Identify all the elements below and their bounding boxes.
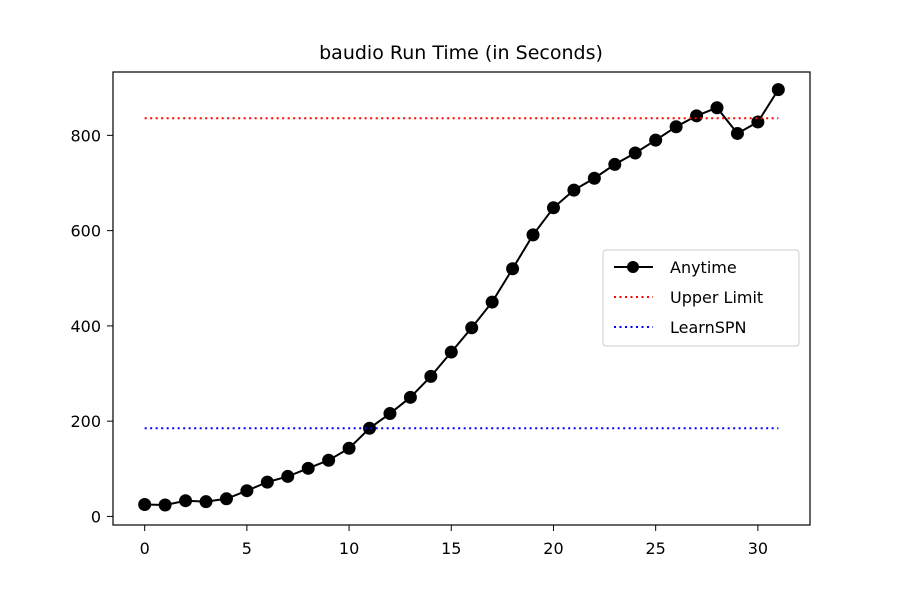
legend-marker-anytime: [627, 261, 639, 273]
x-tick-label: 30: [748, 539, 768, 558]
data-point-anytime: [485, 295, 499, 309]
data-point-anytime: [669, 120, 683, 134]
x-tick-label: 15: [441, 539, 461, 558]
data-point-anytime: [199, 495, 213, 509]
data-point-anytime: [771, 83, 785, 97]
data-point-anytime: [690, 109, 704, 123]
data-point-anytime: [240, 484, 254, 498]
legend-label-learnspn: LearnSPN: [670, 318, 747, 337]
data-point-anytime: [322, 453, 336, 467]
data-point-anytime: [506, 262, 520, 276]
axes: 0 5 10 15 20 25 30 0 200 400 600 800: [70, 71, 811, 558]
data-point-anytime: [363, 421, 377, 435]
x-tick-label: 0: [140, 539, 150, 558]
data-point-anytime: [444, 345, 458, 359]
x-tick-label: 25: [645, 539, 665, 558]
data-point-anytime: [138, 498, 152, 512]
data-point-anytime: [158, 498, 172, 512]
data-point-anytime: [649, 133, 663, 147]
series-layer: [138, 83, 785, 512]
data-point-anytime: [710, 101, 724, 115]
data-point-anytime: [546, 201, 560, 215]
data-point-anytime: [465, 321, 479, 335]
data-point-anytime: [281, 469, 295, 483]
data-point-anytime: [608, 157, 622, 171]
y-tick-label: 400: [70, 317, 101, 336]
chart-title: baudio Run Time (in Seconds): [319, 42, 603, 64]
plot-frame: [112, 71, 811, 526]
y-tick-label: 0: [91, 507, 101, 526]
data-point-anytime: [526, 228, 540, 242]
y-tick-label: 600: [70, 222, 101, 241]
data-point-anytime: [424, 369, 438, 383]
legend: Anytime Upper Limit LearnSPN: [602, 249, 800, 347]
data-point-anytime: [567, 183, 581, 197]
data-point-anytime: [179, 494, 193, 508]
data-point-anytime: [342, 441, 356, 455]
data-point-anytime: [301, 461, 315, 475]
x-tick-label: 10: [339, 539, 359, 558]
legend-box: [602, 249, 800, 347]
x-tick-label: 20: [543, 539, 563, 558]
data-point-anytime: [587, 171, 601, 185]
x-tick-label: 5: [242, 539, 252, 558]
y-tick-label: 800: [70, 126, 101, 145]
data-point-anytime: [383, 407, 397, 421]
data-point-anytime: [403, 390, 417, 404]
legend-label-upper-limit: Upper Limit: [670, 288, 763, 307]
data-point-anytime: [219, 492, 233, 506]
legend-label-anytime: Anytime: [670, 258, 737, 277]
data-point-anytime: [730, 126, 744, 140]
y-tick-label: 200: [70, 412, 101, 431]
data-point-anytime: [628, 146, 642, 160]
data-point-anytime: [260, 475, 274, 489]
